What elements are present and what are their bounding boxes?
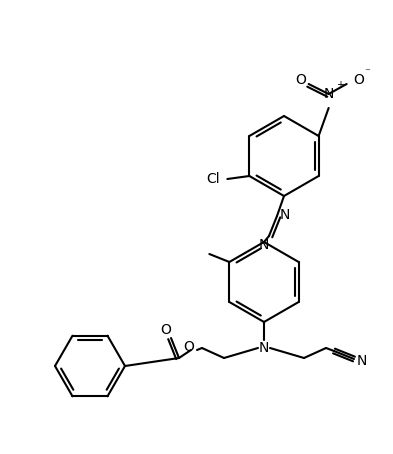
Text: O: O bbox=[161, 323, 171, 337]
Text: +: + bbox=[336, 80, 343, 90]
Text: N: N bbox=[357, 354, 367, 368]
Text: O: O bbox=[295, 73, 306, 87]
Text: N: N bbox=[259, 238, 269, 252]
Text: Cl: Cl bbox=[207, 172, 220, 186]
Text: N: N bbox=[280, 208, 290, 222]
Text: N: N bbox=[323, 87, 334, 101]
Text: O: O bbox=[353, 73, 364, 87]
Text: ⁻: ⁻ bbox=[365, 67, 371, 77]
Text: O: O bbox=[184, 340, 195, 354]
Text: N: N bbox=[259, 341, 269, 355]
